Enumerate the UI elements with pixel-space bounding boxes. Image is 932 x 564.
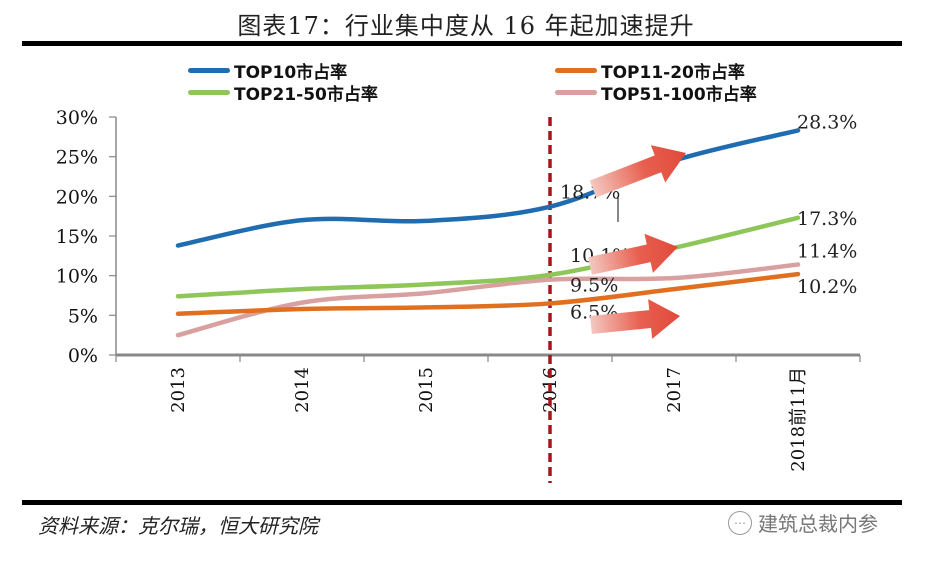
trend-arrow-shape [590,299,681,339]
source-note: 资料来源：克尔瑞，恒大研究院 [38,514,318,538]
y-tick-label: 0% [68,345,98,367]
x-tick-label: 2017 [664,367,685,413]
x-tick-label: 2014 [292,367,313,413]
series-line-0 [175,128,801,248]
legend-swatch [188,90,230,95]
legend-label: TOP21-50市占率 [234,85,378,105]
y-tick-label: 20% [56,186,98,208]
legend-swatch [188,68,230,73]
y-tick-label: 5% [68,305,98,327]
legend-item-top51-100: TOP51-100市占率 [555,80,757,105]
x-tick-label: 2018前11月 [788,367,809,472]
wechat-icon: ⋯ [728,510,752,535]
trend-arrow-shape [589,145,686,198]
series-line-2 [175,215,801,299]
x-tick-label: 2013 [168,367,189,413]
y-tick-label: 10% [56,266,98,288]
data-label: 28.3% [797,111,857,133]
legend-label: TOP11-20市占率 [601,63,745,83]
series-line-3 [175,262,801,338]
watermark: ⋯ 建筑总裁内参 [728,508,878,537]
data-label: 11.4% [797,241,857,263]
legend-label: TOP51-100市占率 [601,85,757,105]
top-rule [22,41,902,46]
bottom-rule [22,500,902,505]
legend-swatch [555,68,597,73]
trend-arrow-top21-50 [588,233,679,275]
data-label: 10.2% [797,276,857,298]
series-line-1 [175,271,801,316]
x-tick-label: 2015 [416,367,437,413]
data-label: 9.5% [570,275,618,297]
chart-title: 图表17：行业集中度从 16 年起加速提升 [237,12,695,40]
legend-item-top10: TOP10市占率 [188,58,347,83]
watermark-text: 建筑总裁内参 [758,512,878,536]
trend-arrow-top10 [589,145,686,198]
legend-item-top21-50: TOP21-50市占率 [188,80,378,105]
y-tick-label: 30% [56,107,98,129]
legend-swatch [555,90,597,95]
legend-item-top11-20: TOP11-20市占率 [555,58,745,83]
trend-arrow-shape [588,233,679,275]
y-tick-label: 15% [56,226,98,248]
y-tick-label: 25% [56,147,98,169]
legend-label: TOP10市占率 [234,63,348,83]
data-label: 17.3% [797,208,857,230]
trend-arrow-bottom [590,299,681,339]
